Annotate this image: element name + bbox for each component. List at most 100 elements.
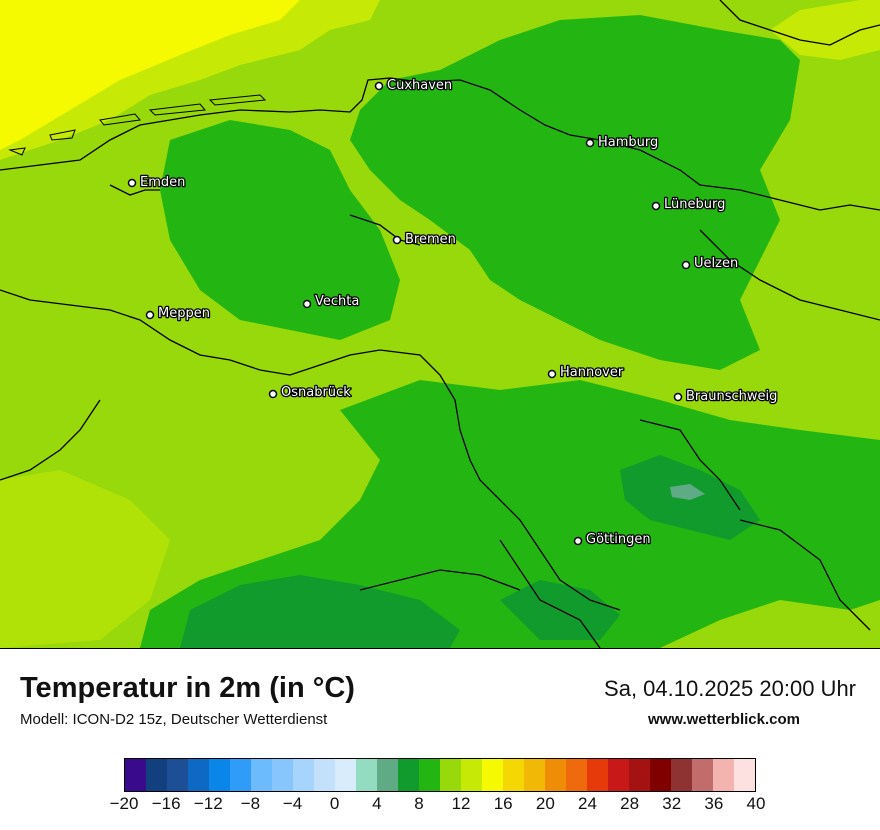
legend-swatch: [251, 759, 272, 791]
legend-swatch: [650, 759, 671, 791]
legend-swatch: [440, 759, 461, 791]
city-label: Göttingen: [586, 532, 651, 547]
temperature-field-north-green: [350, 15, 800, 370]
city-label: Meppen: [158, 306, 210, 321]
website-link[interactable]: www.wetterblick.com: [648, 711, 800, 728]
city-label: Lüneburg: [664, 197, 725, 212]
legend-swatch: [587, 759, 608, 791]
city-lueneburg[interactable]: Lüneburg: [651, 196, 727, 213]
legend-swatch: [545, 759, 566, 791]
legend-swatch: [671, 759, 692, 791]
map-title: Temperatur in 2m (in °C): [20, 672, 355, 704]
legend-swatch: [125, 759, 146, 791]
city-dot: [145, 310, 155, 320]
legend-tick: −4: [282, 794, 303, 813]
legend-swatch: [167, 759, 188, 791]
legend-tick: −8: [240, 794, 261, 813]
legend-swatch: [188, 759, 209, 791]
city-dot: [651, 201, 661, 211]
legend-swatch: [398, 759, 419, 791]
legend-tick: 32: [662, 794, 682, 813]
city-bremen[interactable]: Bremen: [392, 231, 457, 248]
city-dot: [673, 392, 683, 402]
city-cuxhaven[interactable]: Cuxhaven: [374, 77, 453, 94]
legend-swatch: [608, 759, 629, 791]
city-label: Hamburg: [598, 135, 658, 150]
legend-swatch: [566, 759, 587, 791]
city-vechta[interactable]: Vechta: [302, 293, 361, 310]
city-label: Uelzen: [694, 256, 738, 271]
legend-swatch: [503, 759, 524, 791]
city-dot: [547, 369, 557, 379]
city-dot: [585, 138, 595, 148]
legend-tick: 16: [493, 794, 513, 813]
legend-tick: 12: [451, 794, 471, 813]
legend-tick-labels: −20 −16 −12 −8 −4 0 4 8 12 16 20 24 28 32 36 40: [110, 794, 766, 824]
legend-tick: 24: [577, 794, 597, 813]
city-meppen[interactable]: Meppen: [145, 305, 211, 322]
map-canvas: Cuxhaven Hamburg Emden Lüneburg Bremen U…: [0, 0, 880, 648]
legend-swatch: [461, 759, 482, 791]
legend-tick: 36: [704, 794, 724, 813]
city-goettingen[interactable]: Göttingen: [573, 531, 652, 548]
city-label: Vechta: [315, 294, 359, 309]
borders: [0, 0, 880, 648]
legend-tick: −16: [151, 794, 181, 813]
city-label: Hannover: [560, 365, 624, 380]
city-dot: [374, 81, 384, 91]
city-label: Cuxhaven: [387, 78, 452, 93]
legend-tick: −12: [193, 794, 223, 813]
legend-swatch: [482, 759, 503, 791]
legend-swatch: [419, 759, 440, 791]
city-hannover[interactable]: Hannover: [547, 364, 625, 381]
city-dot: [392, 235, 402, 245]
legend-swatch: [314, 759, 335, 791]
temperature-map: Cuxhaven Hamburg Emden Lüneburg Bremen U…: [0, 0, 880, 649]
legend-swatch: [293, 759, 314, 791]
legend-swatch: [629, 759, 650, 791]
legend-swatch: [335, 759, 356, 791]
legend-tick: 20: [535, 794, 555, 813]
legend-swatch: [146, 759, 167, 791]
legend-tick: −20: [109, 794, 139, 813]
legend-swatch: [272, 759, 293, 791]
city-dot: [268, 389, 278, 399]
temperature-field-sea-hot: [0, 0, 300, 150]
city-label: Osnabrück: [281, 385, 351, 400]
legend-swatch: [356, 759, 377, 791]
city-hamburg[interactable]: Hamburg: [585, 134, 660, 151]
city-dot: [681, 260, 691, 270]
temperature-field-baltic: [770, 0, 880, 60]
legend-swatch: [692, 759, 713, 791]
city-dot: [127, 178, 137, 188]
city-uelzen[interactable]: Uelzen: [681, 255, 739, 272]
temperature-field-west-green: [160, 120, 400, 340]
city-osnabrueck[interactable]: Osnabrück: [268, 384, 352, 401]
forecast-datetime: Sa, 04.10.2025 20:00 Uhr: [604, 676, 856, 701]
temperature-field-south-dark: [180, 575, 460, 648]
model-subtitle: Modell: ICON-D2 15z, Deutscher Wetterdie…: [20, 711, 328, 728]
city-braunschweig[interactable]: Braunschweig: [673, 388, 779, 405]
city-emden[interactable]: Emden: [127, 174, 187, 191]
legend-swatch: [377, 759, 398, 791]
temperature-field-brocken: [670, 484, 705, 500]
legend-swatch: [230, 759, 251, 791]
legend-tick: 8: [414, 794, 424, 813]
legend-swatch: [713, 759, 734, 791]
temperature-field-southwest: [0, 470, 170, 648]
city-dot: [302, 299, 312, 309]
legend-tick: 28: [620, 794, 640, 813]
city-dot: [573, 536, 583, 546]
legend-tick: 0: [329, 794, 340, 813]
legend-tick: 4: [372, 794, 382, 813]
legend-swatch: [734, 759, 755, 791]
city-markers: Cuxhaven Hamburg Emden Lüneburg Bremen U…: [127, 77, 779, 548]
color-legend: [124, 758, 756, 792]
city-label: Emden: [140, 175, 185, 190]
city-label: Braunschweig: [686, 389, 777, 404]
city-label: Bremen: [405, 232, 456, 247]
legend-tick: 40: [746, 794, 766, 813]
legend-swatch: [524, 759, 545, 791]
legend-swatch: [209, 759, 230, 791]
islands: [8, 94, 267, 156]
